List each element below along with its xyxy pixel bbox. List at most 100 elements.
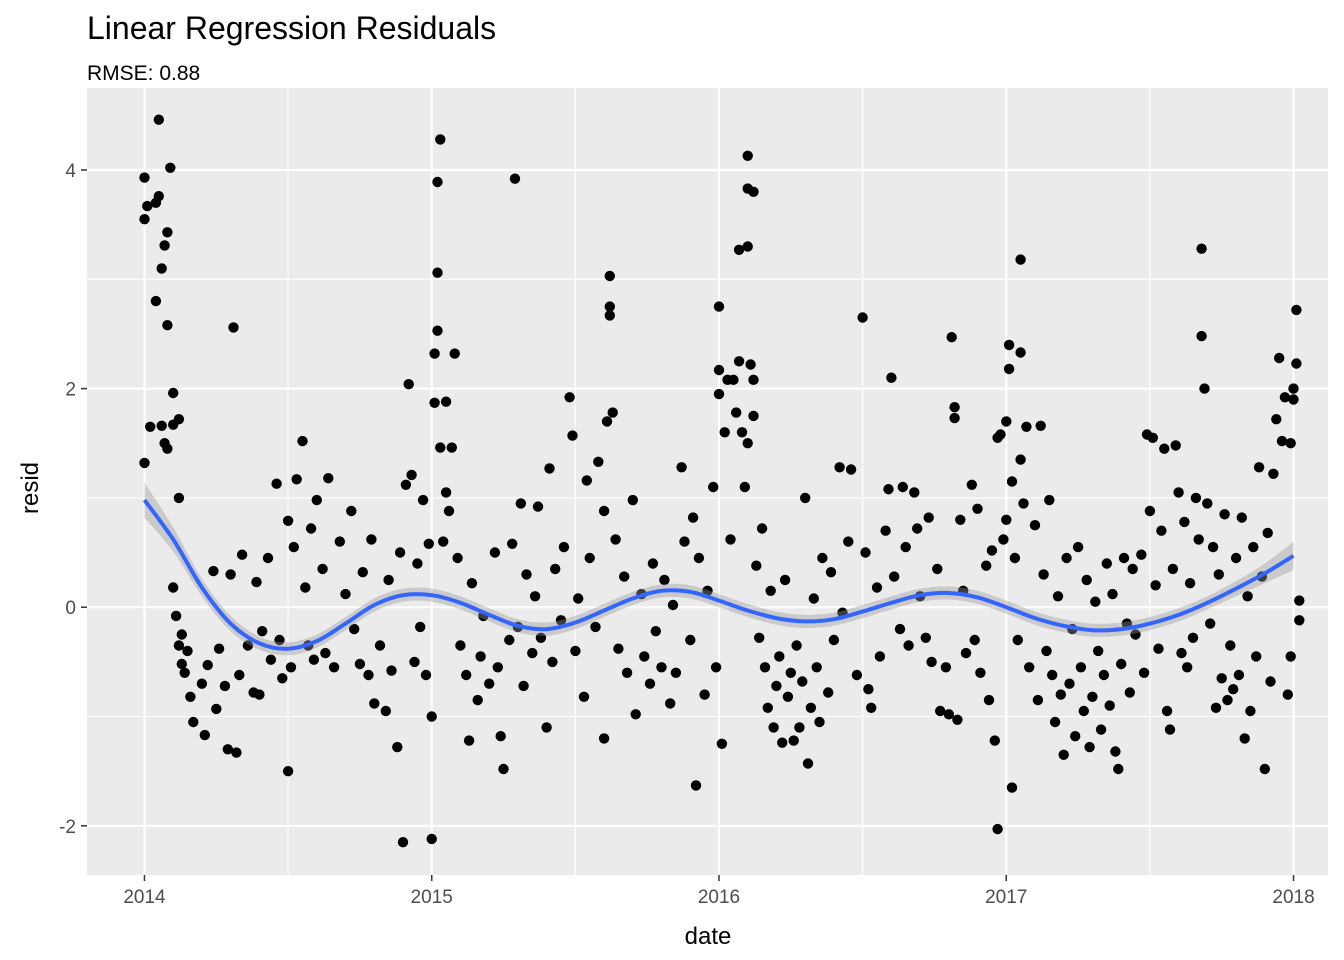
data-point [1282,689,1294,700]
data-point [598,505,610,517]
data-point [785,667,796,678]
data-point [219,680,231,692]
data-point [173,414,185,425]
data-point [693,552,705,564]
x-axis: 2014 2015 2016 2017 2018 [123,875,1315,908]
data-point [222,744,233,755]
data-point [725,534,736,545]
data-point [656,662,667,673]
data-point [1187,632,1199,643]
data-point [504,634,515,646]
data-point [544,463,555,474]
data-point [555,615,567,626]
data-point [320,647,331,659]
data-point [225,569,236,580]
data-point [889,571,900,582]
data-point [1219,509,1230,520]
data-point [317,563,328,575]
data-point [857,312,868,323]
data-point [432,176,443,188]
data-point [429,348,440,359]
data-point [185,691,196,702]
data-point [805,702,817,713]
smooth-line [142,498,1295,651]
data-point [814,716,825,728]
data-point [1072,541,1084,553]
data-point [952,714,963,725]
data-point [573,593,584,604]
data-point [179,667,190,678]
data-point [1182,662,1193,673]
data-point [570,645,581,657]
data-point [435,442,446,453]
data-point [593,456,604,467]
data-point [584,552,595,564]
data-point [1127,563,1138,575]
data-point [340,588,351,600]
data-point [702,585,713,596]
data-point [742,150,753,161]
data-point [883,484,894,495]
data-point [1285,651,1296,662]
data-point [716,738,728,749]
data-point [412,558,423,569]
data-point [828,634,840,646]
data-point [1064,678,1075,689]
data-point [168,387,179,399]
data-point [728,374,739,385]
data-point [518,680,529,692]
data-point [607,407,618,418]
data-point [527,647,538,659]
data-point [1095,724,1107,735]
data-point [679,536,690,547]
data-point [1084,741,1095,753]
data-point [145,421,156,432]
data-point [687,512,699,523]
data-point [199,729,210,741]
data-point [1242,591,1253,602]
data-point [541,722,552,733]
data-point [748,374,759,385]
data-point [346,505,357,517]
data-point [1271,414,1282,425]
data-point [995,429,1006,440]
data-point [311,494,322,506]
data-point [162,227,173,238]
data-point [386,665,397,676]
data-point [374,640,386,651]
data-point [1288,383,1299,394]
data-point [403,379,414,390]
data-point [323,473,334,484]
data-point [1035,420,1046,431]
data-point [443,505,455,517]
data-point [731,407,742,418]
data-point [604,270,615,282]
data-point [802,758,814,769]
data-point [739,481,750,493]
data-point [1049,716,1061,728]
data-point [866,702,877,713]
data-point [153,114,164,125]
data-point [713,301,725,312]
data-point [1038,569,1049,580]
data-point [1047,669,1058,681]
data-point [1098,669,1110,681]
data-point [228,322,239,333]
data-point [621,667,633,678]
data-point [242,640,254,651]
y-tick-label: 0 [65,598,76,619]
data-point [627,494,638,506]
data-point [782,691,794,702]
data-point [452,552,463,564]
data-point [550,563,561,575]
data-point [765,585,776,596]
data-point [1116,658,1127,670]
data-point [1213,569,1225,580]
data-point [843,536,854,547]
data-point [955,514,966,525]
data-point [1173,487,1184,498]
data-point [1118,552,1130,564]
data-point [162,443,173,454]
data-point [900,541,911,553]
data-point [886,372,897,383]
